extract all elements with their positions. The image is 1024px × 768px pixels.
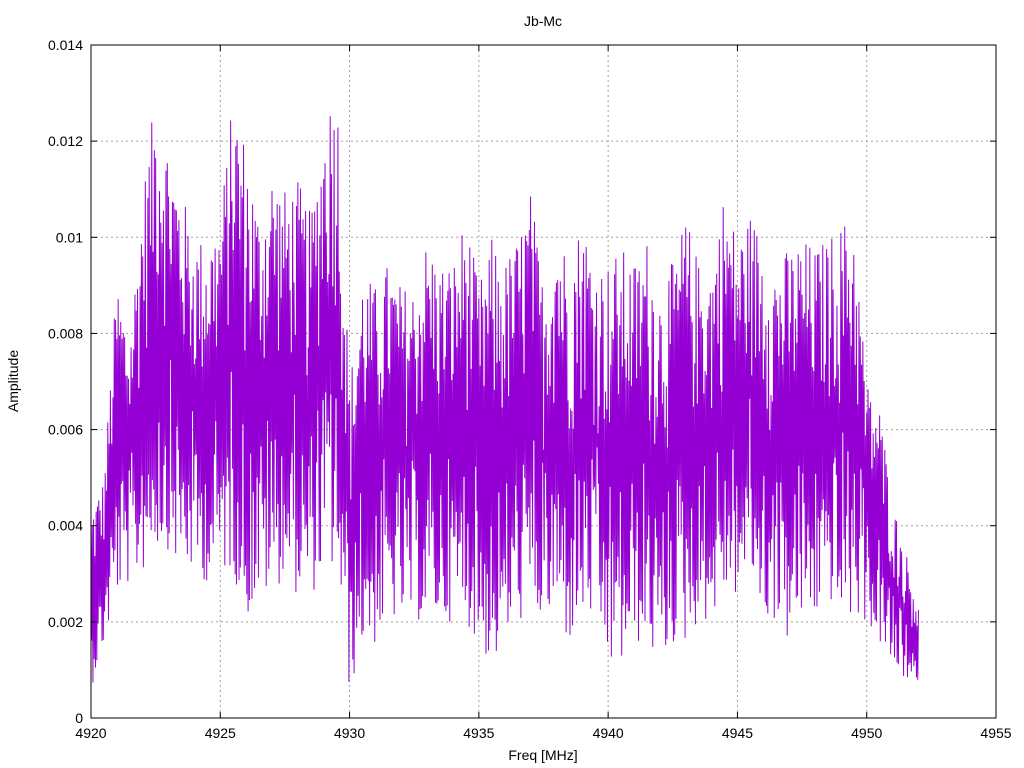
y-tick-label: 0.002: [48, 614, 83, 630]
y-tick-label: 0.012: [48, 133, 83, 149]
y-tick-label: 0.004: [48, 518, 83, 534]
x-tick-label: 4930: [334, 725, 365, 741]
x-tick-label: 4945: [722, 725, 753, 741]
series-signal: [90, 116, 919, 683]
y-tick-label: 0.008: [48, 325, 83, 341]
x-tick-label: 4935: [463, 725, 494, 741]
y-tick-label: 0.014: [48, 37, 83, 53]
x-tick-label: 4950: [851, 725, 882, 741]
chart-title: Jb-Mc: [524, 13, 562, 29]
y-tick-label: 0.01: [56, 229, 83, 245]
y-axis-label: Amplitude: [5, 350, 21, 412]
x-tick-label: 4920: [75, 725, 106, 741]
series-line: [90, 116, 919, 683]
x-tick-label: 4940: [593, 725, 624, 741]
x-tick-label: 4955: [980, 725, 1011, 741]
x-axis-label: Freq [MHz]: [508, 747, 577, 763]
x-tick-label: 4925: [205, 725, 236, 741]
axis-ticks: 4920 4925 4930 4935 4940 4945 4950 4955 0 0.002 0.…: [48, 37, 1012, 741]
y-tick-label: 0: [75, 710, 83, 726]
y-tick-label: 0.006: [48, 422, 83, 438]
plot-frame: [90, 44, 997, 719]
